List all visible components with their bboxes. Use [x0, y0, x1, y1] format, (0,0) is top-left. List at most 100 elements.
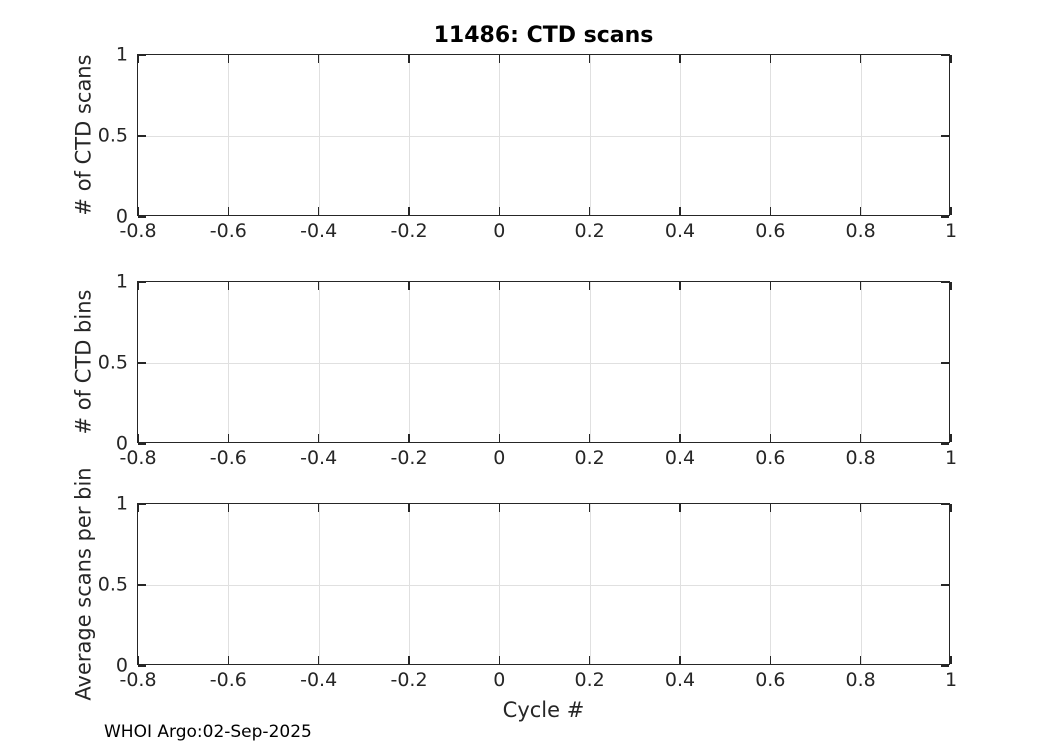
x-tick-mark — [588, 656, 591, 664]
y-tick-label: 0.5 — [97, 124, 128, 147]
x-tick-mark — [588, 55, 591, 63]
x-tick-mark — [227, 504, 230, 512]
x-tick-label: 0 — [493, 220, 506, 242]
x-tick-mark — [498, 656, 501, 664]
gridline-vertical — [680, 504, 681, 664]
x-tick-label: 0.2 — [574, 447, 605, 469]
y-tick-mark — [941, 443, 949, 445]
x-tick-mark — [408, 434, 410, 442]
y-tick-mark — [138, 665, 146, 667]
x-tick-mark — [679, 207, 681, 215]
gridline-vertical — [318, 504, 320, 664]
gridline-vertical — [770, 504, 772, 664]
y-tick-label: 0 — [115, 654, 128, 677]
x-tick-mark — [227, 282, 230, 290]
x-tick-label: 0.6 — [755, 220, 786, 242]
x-tick-mark — [317, 434, 320, 442]
gridline-vertical — [860, 282, 862, 442]
gridline-vertical — [589, 282, 591, 442]
y-tick-label: 1 — [115, 492, 128, 515]
x-axis-label: Cycle # — [502, 698, 585, 722]
y-tick-mark — [941, 503, 949, 505]
x-tick-mark — [859, 656, 862, 664]
x-tick-label: 0.6 — [755, 447, 786, 469]
x-tick-mark — [498, 207, 501, 215]
y-tick-label: 0 — [115, 432, 128, 455]
y-tick-mark — [138, 281, 146, 283]
gridline-vertical — [318, 282, 320, 442]
x-tick-label: -0.6 — [209, 447, 247, 469]
plot-area: -0.8 -0.6 -0.4 -0.2 0 0.2 0.4 0.6 0.8 1 0 0.5 1 — [98, 45, 957, 241]
x-tick-mark — [950, 282, 952, 290]
subplot-ctd-bins: # of CTD bins -0.8 -0.6 -0.4 -0.2 0 0.2 0.4 0.6… — [72, 272, 958, 468]
gridline-vertical — [499, 504, 501, 664]
x-tick-mark — [498, 434, 501, 442]
x-tick-mark — [769, 656, 772, 664]
x-tick-mark — [227, 434, 230, 442]
x-tick-mark — [137, 282, 139, 290]
x-tick-label: -0.8 — [119, 669, 157, 691]
y-tick-label: 0 — [115, 205, 128, 228]
gridline-vertical — [860, 55, 862, 215]
x-tick-mark — [859, 55, 862, 63]
gridline-horizontal — [138, 136, 949, 137]
x-tick-label: -0.2 — [390, 220, 428, 242]
x-tick-mark — [950, 434, 952, 442]
y-tick-mark — [941, 665, 949, 667]
x-tick-mark — [137, 656, 139, 664]
x-tick-label: -0.4 — [300, 447, 338, 469]
x-tick-mark — [950, 504, 952, 512]
y-tick-mark — [941, 584, 949, 586]
x-tick-mark — [859, 282, 862, 290]
x-tick-mark — [317, 55, 320, 63]
gridline-vertical — [318, 55, 320, 215]
gridline-vertical — [409, 282, 410, 442]
x-tick-label: 1 — [944, 220, 958, 242]
plot-area: -0.8 -0.6 -0.4 -0.2 0 0.2 0.4 0.6 0.8 1 0 0.5 1 — [98, 494, 957, 690]
x-tick-label: -0.8 — [119, 220, 157, 242]
y-axis-label-ctd-scans: # of CTD scans — [71, 54, 96, 216]
watermark-text: WHOI Argo:02-Sep-2025 — [104, 722, 312, 742]
x-tick-label: -0.8 — [119, 447, 157, 469]
x-tick-label: 0.8 — [845, 220, 876, 242]
x-tick-mark — [769, 207, 772, 215]
y-tick-mark — [941, 54, 949, 56]
gridline-horizontal — [138, 363, 949, 364]
x-tick-mark — [408, 504, 410, 512]
x-tick-mark — [588, 207, 591, 215]
x-tick-mark — [137, 207, 139, 215]
x-tick-mark — [227, 207, 230, 215]
y-tick-mark — [138, 443, 146, 445]
x-tick-mark — [227, 656, 230, 664]
x-tick-mark — [408, 282, 410, 290]
x-tick-label: 0.4 — [664, 220, 696, 242]
x-tick-label: 0.2 — [574, 669, 605, 691]
x-tick-mark — [588, 504, 591, 512]
y-tick-label: 0.5 — [97, 573, 128, 596]
y-tick-mark — [138, 503, 146, 505]
figure-title: 11486: CTD scans — [433, 23, 654, 48]
x-tick-mark — [317, 207, 320, 215]
x-tick-label: -0.4 — [300, 669, 338, 691]
x-tick-mark — [769, 55, 772, 63]
y-tick-mark — [941, 135, 949, 137]
x-tick-label: 1 — [944, 447, 958, 469]
gridline-vertical — [228, 55, 230, 215]
x-tick-mark — [317, 282, 320, 290]
x-tick-label: 0.8 — [845, 669, 876, 691]
x-tick-mark — [588, 282, 591, 290]
subplot-avg-scans-per-bin: Average scans per bin -0.8 -0.6 -0.4 -0.2 0 0… — [72, 467, 958, 700]
y-tick-mark — [138, 216, 146, 218]
gridline-vertical — [680, 55, 681, 215]
x-tick-mark — [679, 656, 681, 664]
x-tick-label: -0.2 — [390, 669, 428, 691]
x-tick-mark — [769, 504, 772, 512]
y-tick-label: 1 — [115, 43, 128, 66]
gridline-horizontal — [138, 585, 949, 586]
x-tick-mark — [769, 282, 772, 290]
x-tick-mark — [588, 434, 591, 442]
x-tick-mark — [408, 55, 410, 63]
x-tick-label: 0.4 — [664, 669, 696, 691]
plot-area: -0.8 -0.6 -0.4 -0.2 0 0.2 0.4 0.6 0.8 1 0 0.5 1 — [98, 272, 957, 468]
subplot-ctd-scans: # of CTD scans -0.8 -0.6 -0.4 -0.2 0 0.2 0.4 0.… — [72, 45, 958, 241]
